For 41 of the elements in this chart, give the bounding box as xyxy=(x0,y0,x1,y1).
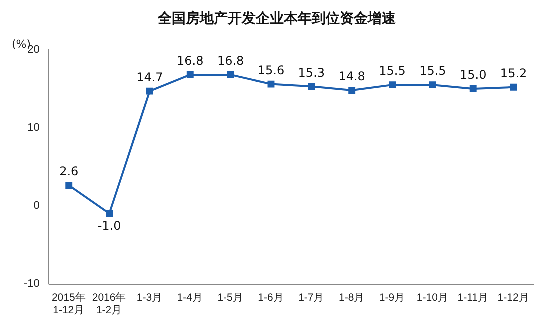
x-tick-label: 1-3月 xyxy=(136,292,164,304)
data-label: 16.8 xyxy=(217,54,244,68)
data-label: 15.5 xyxy=(420,64,446,78)
data-label: 14.8 xyxy=(338,70,366,84)
y-tick-label: -10 xyxy=(24,278,40,290)
x-tick-label: 1-4月 xyxy=(177,292,204,304)
data-label: 15.5 xyxy=(379,64,406,78)
data-label: 15.6 xyxy=(258,63,285,78)
y-tick-label: 0 xyxy=(34,200,40,212)
chart-title: 全国房地产开发企业本年到位资金增速 xyxy=(157,10,397,28)
point xyxy=(268,80,275,88)
x-tick-label: 2015年 1-12月 xyxy=(52,292,86,317)
x-tick-label: 1-12月 xyxy=(498,292,530,304)
x-tick-label: 1-11月 xyxy=(458,292,489,304)
point xyxy=(348,87,356,94)
x-tick-label: 1-8月 xyxy=(338,292,366,304)
x-tick-label: 1-6月 xyxy=(258,292,284,304)
data-label: 15.0 xyxy=(460,68,487,82)
point xyxy=(106,210,114,218)
point xyxy=(66,182,73,190)
x-tick-label: 1-5月 xyxy=(218,292,244,304)
data-label: 16.8 xyxy=(177,54,204,68)
data-label: 14.7 xyxy=(136,70,164,84)
point xyxy=(146,88,154,95)
point xyxy=(429,82,436,89)
point xyxy=(227,71,234,78)
x-tick-label: 1-10月 xyxy=(416,292,449,304)
point xyxy=(510,84,518,91)
data-label: 15.3 xyxy=(298,66,326,80)
data-label: 15.2 xyxy=(500,66,528,81)
y-tick-label: 20 xyxy=(28,44,40,56)
data-label: 2.6 xyxy=(60,164,79,179)
x-tick-label: 2016年 1-2月 xyxy=(92,292,127,317)
data-label: -1.0 xyxy=(98,218,122,233)
x-tick-label: 1-9月 xyxy=(379,292,406,304)
y-tick-label: 10 xyxy=(28,122,40,134)
point xyxy=(186,71,194,78)
point xyxy=(470,85,477,92)
x-tick-label: 1-7月 xyxy=(298,292,325,304)
point xyxy=(389,82,396,89)
point xyxy=(308,83,316,90)
